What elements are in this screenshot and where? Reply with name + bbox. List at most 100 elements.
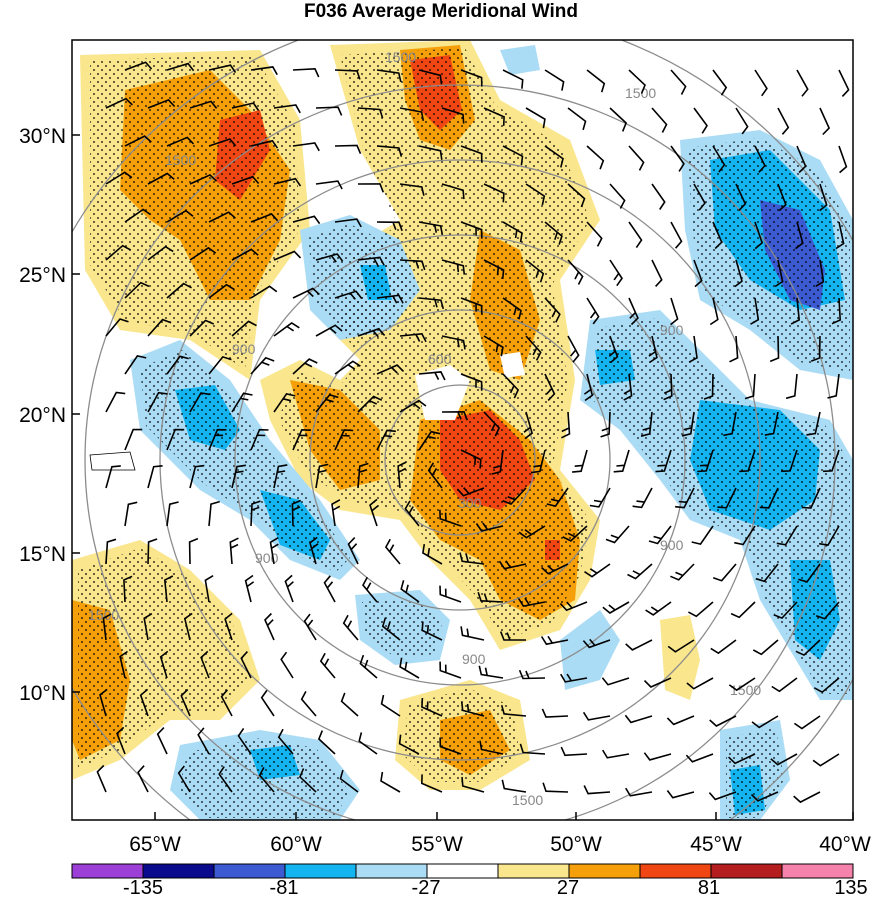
wind-barb bbox=[561, 411, 571, 439]
wind-barb bbox=[439, 737, 462, 755]
wind-barb bbox=[292, 358, 318, 375]
ring-label: 300 bbox=[458, 495, 482, 511]
lat-label: 30°N bbox=[19, 125, 66, 148]
wind-barb bbox=[315, 393, 339, 413]
wind-barb bbox=[399, 657, 420, 679]
wind-barb bbox=[544, 145, 564, 168]
wind-barb bbox=[540, 635, 569, 646]
wind-barb bbox=[666, 790, 695, 799]
page-title: F036 Average Meridional Wind bbox=[304, 1, 578, 22]
wind-barb bbox=[439, 509, 462, 527]
wind-barb bbox=[260, 689, 275, 717]
wind-barb bbox=[525, 335, 542, 361]
wind-barb bbox=[628, 145, 645, 171]
colorbar-swatch bbox=[355, 863, 428, 879]
wind-barb bbox=[369, 498, 379, 527]
wind-barb bbox=[645, 601, 672, 616]
wind-barb bbox=[608, 335, 619, 364]
wind-barb bbox=[277, 728, 294, 755]
wind-barb bbox=[339, 769, 359, 793]
wind-barb bbox=[525, 183, 546, 206]
wind-barb bbox=[501, 779, 527, 793]
wind-barb bbox=[582, 638, 611, 649]
wind-barb bbox=[602, 601, 630, 614]
wind-barb bbox=[831, 297, 842, 325]
wind-barb bbox=[105, 538, 117, 565]
wind-barb bbox=[586, 297, 600, 325]
wind-barb bbox=[399, 259, 426, 271]
wind-barb bbox=[269, 537, 279, 565]
wind-barb bbox=[502, 297, 522, 320]
wind-barb bbox=[421, 621, 443, 641]
wind-barb bbox=[357, 107, 384, 119]
wind-barb bbox=[439, 661, 462, 679]
wind-barb bbox=[208, 138, 237, 147]
wind-barb bbox=[544, 69, 565, 91]
wind-barb bbox=[583, 785, 611, 795]
lon-label: 60°W bbox=[270, 833, 322, 856]
wind-barb bbox=[137, 765, 149, 793]
wind-barb bbox=[589, 487, 611, 508]
wind-barb bbox=[418, 297, 445, 310]
wind-barb bbox=[739, 449, 756, 473]
wind-barb bbox=[166, 136, 195, 147]
wind-barb bbox=[835, 221, 845, 250]
wind-barb bbox=[795, 639, 821, 657]
wind-barb bbox=[166, 282, 192, 299]
wind-barb bbox=[183, 612, 193, 641]
wind-barb bbox=[347, 537, 359, 565]
wind-barb bbox=[815, 259, 825, 287]
wind-barb bbox=[273, 177, 302, 187]
wind-barb bbox=[460, 373, 483, 391]
wind-barb bbox=[693, 183, 706, 211]
wind-barb bbox=[567, 259, 584, 285]
lon-label: 55°W bbox=[411, 833, 463, 856]
wind-barb bbox=[530, 449, 546, 474]
wind-barbs bbox=[96, 61, 850, 804]
wind-barb bbox=[250, 66, 278, 76]
wind-barb bbox=[796, 69, 809, 97]
wind-barb bbox=[798, 563, 821, 583]
wind-barb bbox=[744, 373, 756, 400]
wind-barb bbox=[651, 183, 666, 210]
wind-barb bbox=[688, 335, 698, 363]
wind-barb bbox=[166, 355, 189, 375]
wind-barb bbox=[754, 69, 768, 97]
wind-barb bbox=[625, 639, 653, 651]
colorbar-swatch bbox=[213, 863, 286, 879]
wind-barb bbox=[460, 297, 483, 315]
wind-barb bbox=[572, 449, 588, 473]
wind-barb bbox=[723, 411, 737, 437]
wind-barb bbox=[627, 563, 653, 580]
significance-stippling bbox=[78, 48, 850, 818]
wind-barb bbox=[628, 69, 646, 94]
colorbar-swatch bbox=[710, 863, 783, 879]
wind-barb bbox=[116, 726, 126, 755]
wind-barb bbox=[703, 373, 714, 400]
wind-barb bbox=[231, 392, 253, 413]
wind-barb bbox=[189, 173, 218, 185]
wind-barb bbox=[200, 650, 210, 679]
wind-barb bbox=[491, 449, 504, 475]
colorbar-swatch bbox=[497, 863, 570, 879]
ring-label: 900 bbox=[255, 550, 279, 566]
wind-barb bbox=[399, 183, 425, 196]
colorbar-swatch bbox=[568, 863, 641, 879]
wind-barb bbox=[124, 428, 143, 451]
wind-barb bbox=[105, 465, 121, 489]
wind-barb bbox=[688, 601, 714, 618]
wind-barb bbox=[273, 392, 296, 413]
wind-barb bbox=[376, 364, 405, 375]
wind-barb bbox=[439, 585, 462, 603]
wind-barb bbox=[105, 97, 133, 109]
wind-barb bbox=[734, 259, 743, 288]
wind-barb bbox=[600, 411, 611, 438]
wind-barb bbox=[790, 297, 801, 325]
wind-barb bbox=[602, 749, 630, 759]
wind-barb bbox=[517, 597, 546, 607]
colorbar-swatch bbox=[781, 863, 854, 879]
wind-barb bbox=[628, 297, 639, 326]
wind-barb bbox=[292, 287, 320, 299]
wind-barb bbox=[208, 283, 235, 299]
